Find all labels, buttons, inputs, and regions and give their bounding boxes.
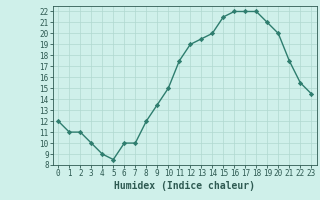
X-axis label: Humidex (Indice chaleur): Humidex (Indice chaleur) [114,181,255,191]
